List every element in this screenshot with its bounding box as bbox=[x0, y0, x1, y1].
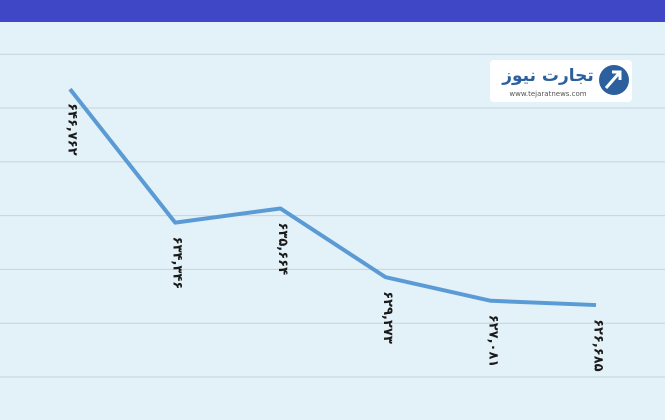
logo-url: www.tejaratnews.com bbox=[509, 90, 586, 98]
data-label: ۶۴۶,۷۶۲ bbox=[65, 103, 80, 156]
logo-box bbox=[490, 60, 632, 102]
data-label: ۶۲۹,۲۷۳ bbox=[380, 291, 395, 344]
plot: ۶۴۶,۷۶۲ ۶۳۴,۳۴۶ ۶۳۵,۶۶۴ ۶۲۹,۲۷۳ ۶۲۷,۰۸۱ ۶۲۶,۶… bbox=[0, 53, 665, 378]
logo-name: تجارت نیوز bbox=[501, 66, 594, 86]
data-label: ۶۳۵,۶۶۴ bbox=[275, 222, 290, 275]
logo: تجارت نیوز www.tejaratnews.com bbox=[490, 60, 632, 102]
logo-arrow bbox=[604, 70, 622, 89]
data-label: ۶۲۶,۶۸۵ bbox=[591, 319, 606, 372]
data-line bbox=[68, 87, 597, 308]
data-label: ۶۲۷,۰۸۱ bbox=[485, 315, 500, 368]
data-label: ۶۳۴,۳۴۶ bbox=[170, 237, 185, 290]
header-bar bbox=[0, 0, 665, 22]
